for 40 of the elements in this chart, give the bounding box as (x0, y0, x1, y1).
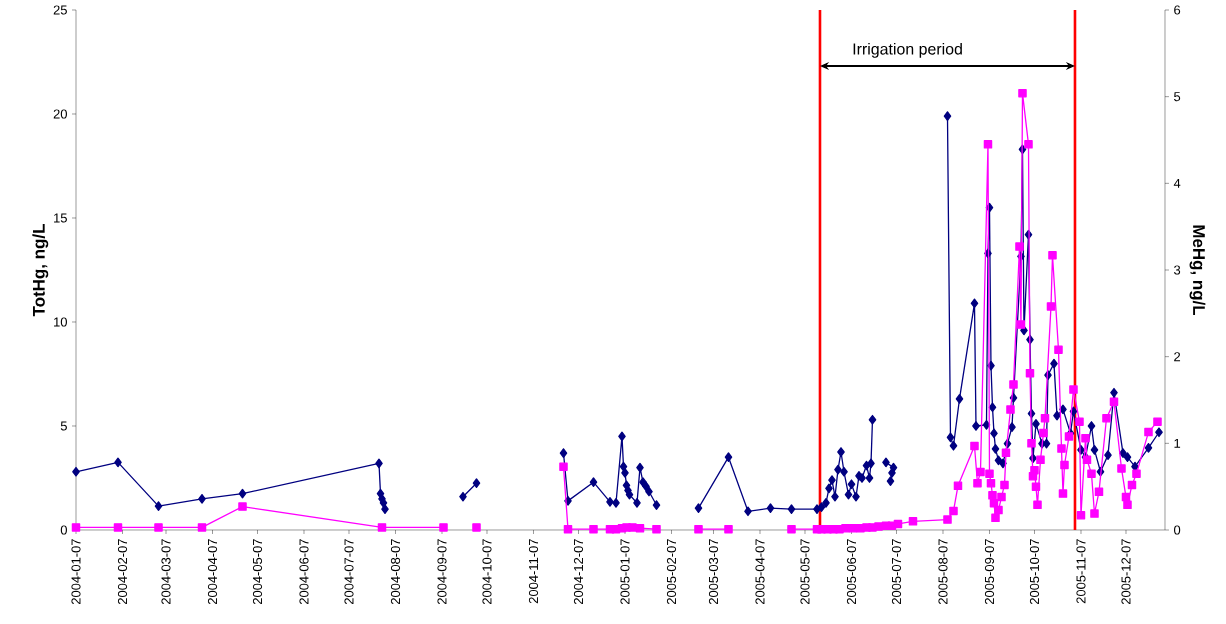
y2-tick-label: 2 (1174, 352, 1181, 362)
y2-tick-label: 0 (1174, 525, 1181, 535)
y-tick-label: 15 (54, 213, 67, 223)
y-tick-label: 10 (54, 317, 67, 327)
y2-tick-label: 6 (1174, 5, 1181, 15)
y2-tick-label: 4 (1173, 178, 1181, 188)
x-tick-label: 2004-07-07 (344, 539, 354, 605)
y-axis-title: TotHg, ng/L (32, 224, 49, 317)
x-tick-label: 2005-04-07 (755, 539, 765, 605)
y-tick-label: 20 (53, 109, 67, 119)
x-tick-label: 2005-06-07 (846, 539, 857, 605)
x-tick-label: 2005-08-07 (938, 539, 948, 605)
y2-tick-label: 3 (1174, 265, 1181, 275)
y2-tick-label: 5 (1174, 92, 1181, 102)
x-tick-label: 2004-08-07 (390, 539, 401, 605)
x-tick-label: 2005-09-07 (984, 539, 995, 605)
y-tick-label: 5 (60, 421, 67, 431)
x-tick-label: 2005-01-07 (620, 539, 630, 605)
x-tick-label: 2004-12-07 (573, 539, 584, 605)
x-tick-label: 2004-06-07 (299, 539, 309, 605)
x-tick-label: 2004-11-07 (528, 539, 539, 604)
y-tick-label: 0 (60, 525, 67, 535)
x-tick-label: 2005-11-07 (1076, 539, 1086, 604)
x-tick-label: 2004-02-07 (117, 539, 128, 605)
x-tick-label: 2005-05-07 (800, 539, 810, 605)
x-tick-label: 2005-10-07 (1029, 539, 1040, 605)
x-tick-label: 2004-10-07 (482, 539, 492, 605)
y2-axis-title: MeHg, ng/L (1189, 225, 1206, 316)
annotation: Irrigation period (853, 42, 962, 58)
y2-tick-label: 1 (1174, 438, 1181, 448)
x-tick-label: 2004-09-07 (437, 539, 447, 605)
x-tick-label: 2005-02-07 (666, 539, 677, 605)
x-tick-label: 2005-07-07 (891, 539, 902, 605)
x-tick-label: 2004-01-07 (71, 539, 81, 605)
y-tick-label: 25 (53, 5, 67, 15)
x-tick-label: 2005-12-07 (1121, 539, 1131, 605)
x-tick-label: 2005-03-07 (708, 539, 719, 605)
x-tick-label: 2004-05-07 (252, 539, 263, 605)
x-tick-label: 2004-03-07 (161, 539, 171, 605)
x-tick-label: 2004-04-07 (207, 539, 218, 605)
